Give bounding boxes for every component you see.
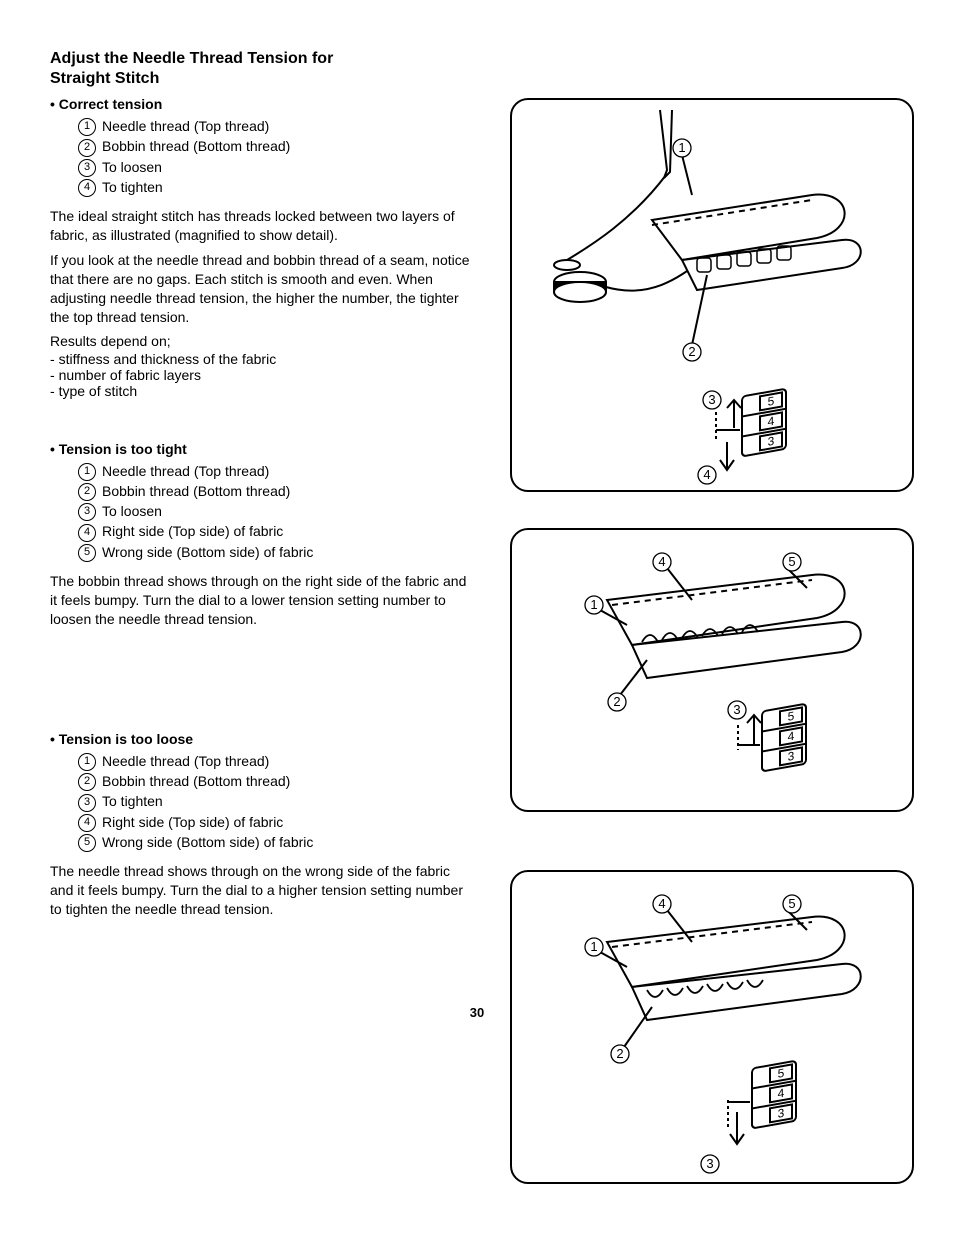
legend-item: To tighten [102,179,163,195]
para-correct-1: The ideal straight stitch has threads lo… [50,207,470,245]
svg-text:4: 4 [658,896,665,911]
para-correct-3: Results depend on; [50,333,470,349]
svg-text:2: 2 [616,1046,623,1061]
svg-text:5: 5 [788,554,795,569]
legend-tight: 1Needle thread (Top thread) 2Bobbin thre… [78,463,470,562]
svg-text:3: 3 [778,1106,785,1121]
svg-text:4: 4 [658,554,665,569]
svg-text:4: 4 [788,729,795,744]
legend-item: Bobbin thread (Bottom thread) [102,483,290,499]
page-title-line2: Straight Stitch [50,70,470,88]
svg-text:3: 3 [788,749,795,764]
legend-item: Right side (Top side) of fabric [102,814,283,830]
legend-item: Wrong side (Bottom side) of fabric [102,544,313,560]
svg-text:2: 2 [613,694,620,709]
svg-text:3: 3 [733,702,740,717]
svg-text:5: 5 [768,394,775,409]
legend-item: To loosen [102,159,162,175]
para-loose: The needle thread shows through on the w… [50,862,470,919]
svg-text:3: 3 [706,1156,713,1171]
callout-3: 3 [708,392,715,407]
legend-item: Needle thread (Top thread) [102,463,269,479]
heading-tension-tight: • Tension is too tight [50,441,470,457]
figure-tension-tight: 1 2 3 4 5 5 4 3 [510,528,914,812]
legend-item: Needle thread (Top thread) [102,118,269,134]
svg-text:1: 1 [590,597,597,612]
svg-text:3: 3 [768,434,775,449]
legend-item: Bobbin thread (Bottom thread) [102,773,290,789]
legend-item: To tighten [102,793,163,809]
heading-tension-loose: • Tension is too loose [50,731,470,747]
svg-text:5: 5 [788,896,795,911]
svg-text:4: 4 [778,1086,785,1101]
figure-correct-tension: 1 2 3 4 5 4 3 [510,98,914,492]
legend-correct: 1Needle thread (Top thread) 2Bobbin thre… [78,118,470,197]
legend-item: Wrong side (Bottom side) of fabric [102,834,313,850]
callout-4: 4 [703,467,710,482]
dash-item: number of fabric layers [50,367,470,383]
legend-loose: 1Needle thread (Top thread) 2Bobbin thre… [78,753,470,852]
legend-item: Needle thread (Top thread) [102,753,269,769]
callout-2: 2 [688,344,695,359]
legend-item: Bobbin thread (Bottom thread) [102,138,290,154]
para-tight: The bobbin thread shows through on the r… [50,572,470,629]
callout-1: 1 [678,140,685,155]
svg-text:5: 5 [788,709,795,724]
page-title-line1: Adjust the Needle Thread Tension for [50,50,470,68]
legend-item: To loosen [102,503,162,519]
legend-item: Right side (Top side) of fabric [102,523,283,539]
heading-correct-tension: • Correct tension [50,96,470,112]
svg-text:5: 5 [778,1066,785,1081]
svg-text:1: 1 [590,939,597,954]
para-correct-2: If you look at the needle thread and bob… [50,251,470,327]
dash-list-correct: stiffness and thickness of the fabric nu… [50,351,470,399]
dash-item: stiffness and thickness of the fabric [50,351,470,367]
svg-text:4: 4 [768,414,775,429]
dash-item: type of stitch [50,383,470,399]
figure-tension-loose: 1 2 3 4 5 5 4 3 [510,870,914,1184]
